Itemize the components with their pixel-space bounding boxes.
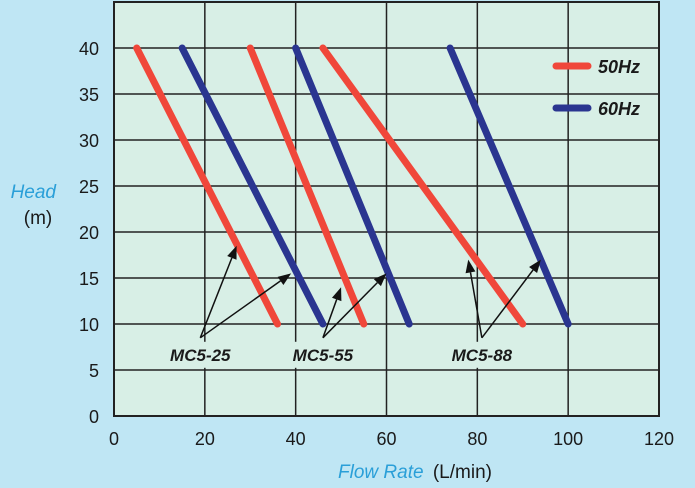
y-tick-label: 5 [89,361,99,381]
x-tick-label: 120 [644,429,674,449]
annotation-arrow-line [469,272,483,338]
annotation-arrow-line [322,299,338,339]
x-tick-label: 60 [376,429,396,449]
y-tick-label: 10 [79,315,99,335]
annotation-arrow-head [465,259,476,274]
x-tick-label: 100 [553,429,583,449]
series-line-mc5-55-50hz [246,44,368,328]
annotation-arrow-head [277,273,292,285]
series-line-mc5-88-60hz [446,44,572,328]
series-lines [133,44,572,328]
x-tick-label: 80 [467,429,487,449]
annotation-arrow-head [373,273,387,287]
annotation-arrow-line [199,257,233,339]
model-label: MC5-88 [452,346,513,365]
x-axis-label: Flow Rate [338,462,424,483]
model-labels: MC5-25 MC5-55 MC5-88 [156,341,526,368]
model-label-bg [156,341,245,368]
annotation-arrow-line [481,269,534,339]
model-label: MC5-55 [293,346,354,365]
y-tick-label: 40 [79,39,99,59]
y-tick-label: 30 [79,131,99,151]
annotation-arrow-head [529,259,541,273]
y-tick-labels: 0 5 10 15 20 25 30 35 40 [79,39,99,427]
series-line-mc5-25-50hz [133,44,281,328]
model-label: MC5-25 [170,346,231,365]
series-line-mc5-55-60hz [292,44,413,328]
legend-label: 50Hz [598,57,640,77]
x-axis-title: Flow Rate (L/min) [338,462,492,483]
y-tick-label: 35 [79,85,99,105]
y-axis-title: Head [11,182,58,203]
x-axis-unit: (L/min) [433,462,492,483]
annotation-arrow-line [322,282,378,339]
series-line-mc5-88-50hz [319,44,527,328]
x-tick-label: 0 [109,429,119,449]
y-tick-label: 20 [79,223,99,243]
x-tick-label: 40 [286,429,306,449]
annotation-arrows [199,245,541,339]
y-tick-label: 0 [89,407,99,427]
model-label-bg [278,341,367,368]
plot-border [113,1,660,417]
y-tick-label: 15 [79,269,99,289]
annotation-arrow-line [199,280,281,339]
model-label-bg [437,341,526,368]
x-tick-labels: 0 20 40 60 80 100 120 [109,429,674,449]
y-tick-label: 25 [79,177,99,197]
x-tick-label: 20 [195,429,215,449]
series-line-mc5-25-60hz [178,44,327,328]
annotation-arrow-head [331,287,342,302]
y-axis-unit: (m) [24,208,52,229]
annotation-arrow-head [227,245,237,260]
legend-label: 60Hz [598,99,640,119]
legend: 50Hz 60Hz [552,57,640,119]
